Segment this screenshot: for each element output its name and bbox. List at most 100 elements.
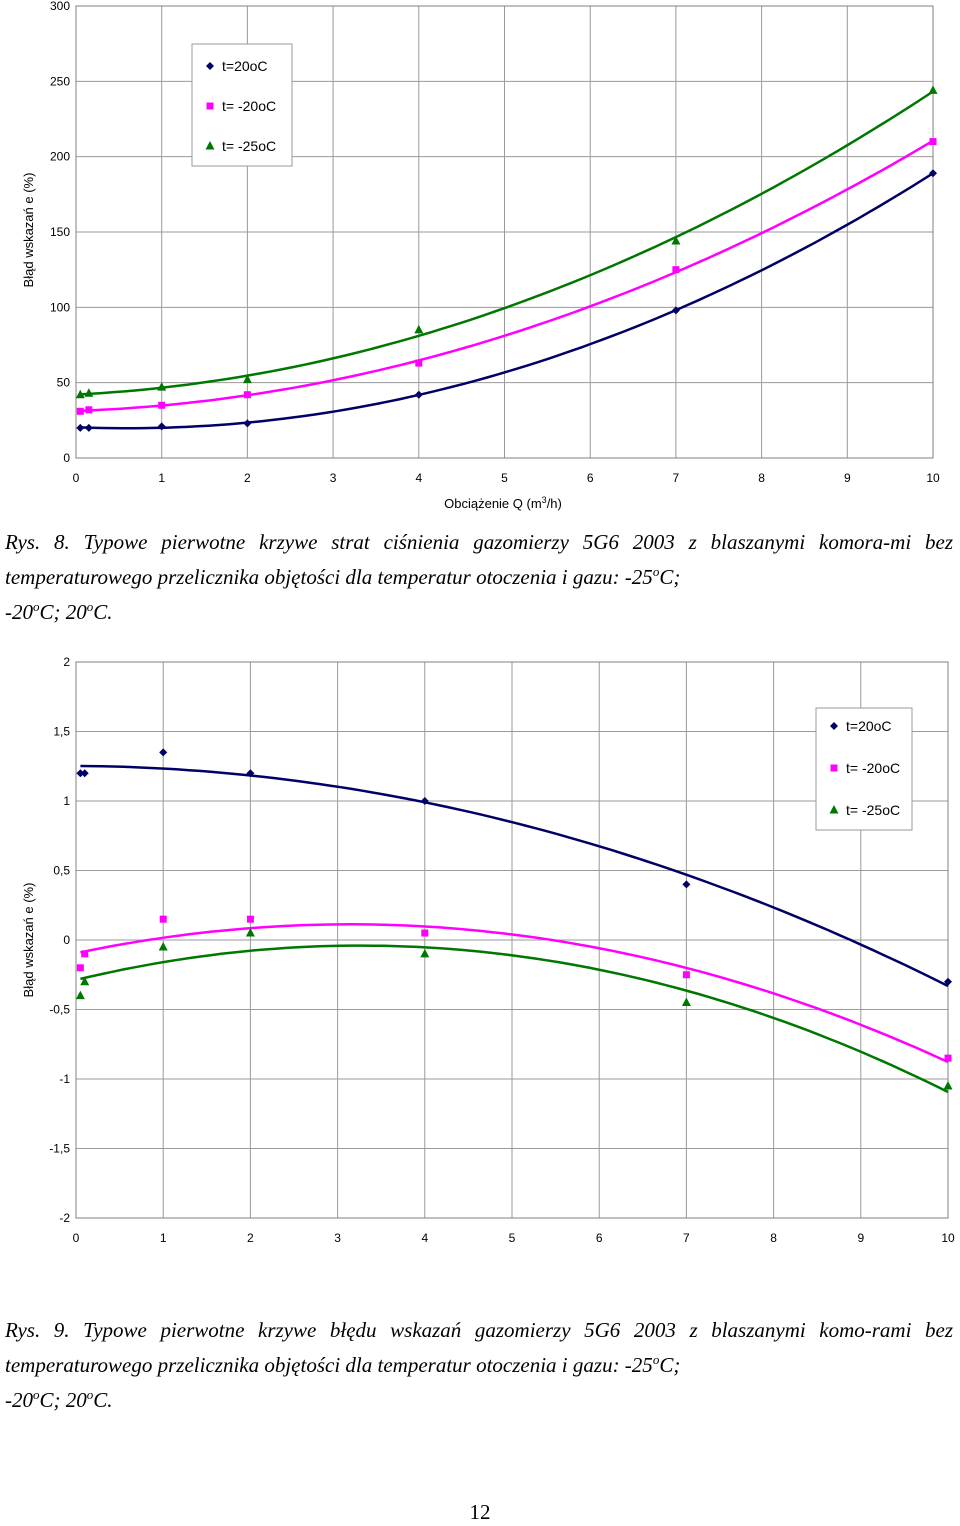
- chart1-legend: t=20oC t= -20oC t= -25oC: [191, 43, 293, 167]
- x-tick-label: 8: [758, 471, 765, 485]
- chart-measurement-error: 0 1 2 3 4 5 6 7 8 9 10 -2 -1,5 -1 -0,5 0 0,5 1 1,5 2 Błąd …: [21, 655, 955, 1245]
- degree-sup: o: [86, 599, 94, 614]
- data-point: [243, 391, 251, 399]
- data-point: [245, 928, 255, 937]
- data-point: [928, 85, 938, 94]
- caption-temp-a: -20: [5, 1388, 33, 1412]
- y-tick-label: 0,5: [53, 864, 70, 878]
- plot-area-border: [75, 5, 934, 459]
- y-tick-label: 200: [50, 150, 70, 164]
- chart2-trend-lines: [80, 764, 949, 1094]
- x-tick-label: 10: [926, 471, 940, 485]
- degree-sup: o: [652, 564, 660, 579]
- chart2-legend: t=20oC t= -20oC t= -25oC: [815, 707, 913, 831]
- y-tick-label: 100: [50, 300, 70, 314]
- data-point: [84, 423, 93, 432]
- figure-8-caption-text: Rys. 8. Typowe pierwotne krzywe strat ci…: [5, 530, 953, 589]
- chart2-y-tick-labels: -2 -1,5 -1 -0,5 0 0,5 1 1,5 2: [49, 655, 70, 1225]
- y-tick-label: 150: [50, 225, 70, 239]
- data-point: [682, 880, 691, 889]
- figure-8-caption: Rys. 8. Typowe pierwotne krzywe strat ci…: [5, 528, 953, 627]
- x-tick-label: 5: [501, 471, 508, 485]
- data-point: [944, 1054, 952, 1062]
- data-point: [159, 915, 167, 923]
- data-point: [80, 769, 89, 778]
- data-point: [75, 389, 85, 399]
- data-point: [414, 324, 424, 334]
- figure-9-caption: Rys. 9. Typowe pierwotne krzywe błędu ws…: [5, 1316, 953, 1415]
- y-tick-label: -0,5: [49, 1003, 70, 1017]
- caption-unit: C;: [659, 1353, 681, 1377]
- plot-area-border: [75, 661, 949, 1219]
- x-tick-label: 3: [334, 1231, 341, 1245]
- legend-label: t=20oC: [846, 718, 892, 734]
- legend-marker: [206, 62, 214, 70]
- chart-pressure-loss: 0 1 2 3 4 5 6 7 8 9 10 0 50 100 150 200 250 300 Błąd wsk…: [21, 0, 940, 511]
- chart1-trend-lines: [80, 90, 934, 430]
- legend-marker: [830, 764, 838, 772]
- y-tick-label: 1,5: [53, 725, 70, 739]
- caption-unit: C;: [659, 565, 681, 589]
- data-point: [76, 423, 85, 432]
- caption-end: C.: [93, 600, 113, 624]
- chart1-y-axis-label: Błąd wskazań e (%): [21, 173, 36, 288]
- x-tick-label: 6: [596, 1231, 603, 1245]
- caption-end: C.: [93, 1388, 113, 1412]
- data-point: [415, 359, 423, 367]
- caption-temp-a: -20: [5, 600, 33, 624]
- chart1-x-axis-label: Obciążenie Q (m3/h): [444, 495, 562, 511]
- data-point: [243, 419, 252, 428]
- data-point: [85, 406, 93, 414]
- legend-marker: [206, 102, 214, 110]
- data-point: [242, 374, 252, 384]
- page-number: 12: [469, 1500, 491, 1524]
- data-point: [76, 769, 85, 778]
- x-tick-label: 2: [247, 1231, 254, 1245]
- data-point: [929, 138, 937, 146]
- data-point: [76, 964, 84, 972]
- data-point: [682, 971, 690, 979]
- x-tick-label: 9: [844, 471, 851, 485]
- x-tick-label: 7: [683, 1231, 690, 1245]
- chart2-y-axis-label: Błąd wskazań e (%): [21, 883, 36, 998]
- x-tick-label: 10: [941, 1231, 955, 1245]
- caption-temp-b: C; 20: [39, 1388, 87, 1412]
- chart1-frame: [75, 5, 934, 459]
- data-point: [671, 236, 681, 245]
- x-tick-label: 0: [73, 471, 80, 485]
- trend-line: [80, 764, 949, 988]
- data-point: [81, 950, 89, 958]
- data-point: [157, 382, 167, 391]
- legend-marker: [829, 805, 839, 814]
- y-tick-label: -2: [59, 1211, 70, 1225]
- x-tick-label: 8: [770, 1231, 777, 1245]
- x-tick-label: 4: [421, 1231, 428, 1245]
- y-tick-label: 50: [57, 376, 71, 390]
- data-point: [671, 306, 680, 315]
- chart1-x-tick-labels: 0 1 2 3 4 5 6 7 8 9 10: [73, 471, 940, 485]
- data-point: [929, 169, 937, 178]
- caption-temp-b: C; 20: [39, 600, 87, 624]
- degree-sup: o: [33, 1387, 40, 1402]
- degree-sup: o: [33, 599, 40, 614]
- trend-line: [80, 923, 949, 1064]
- trend-line: [80, 90, 934, 396]
- legend-marker: [205, 141, 215, 150]
- data-point: [157, 422, 166, 431]
- data-point: [84, 388, 94, 397]
- x-tick-label: 7: [673, 471, 680, 485]
- degree-sup: o: [86, 1387, 94, 1402]
- figure-9-caption-text: Rys. 9. Typowe pierwotne krzywe błędu ws…: [5, 1318, 953, 1377]
- data-point: [421, 929, 429, 937]
- data-point: [943, 1080, 953, 1090]
- x-tick-label: 4: [415, 471, 422, 485]
- x-tick-label: 5: [509, 1231, 516, 1245]
- data-point: [681, 997, 691, 1007]
- x-tick-label: 3: [330, 471, 337, 485]
- legend-label: t=20oC: [222, 58, 268, 74]
- chart1-y-tick-labels: 0 50 100 150 200 250 300: [50, 0, 70, 465]
- data-point: [944, 977, 952, 986]
- chart2-data-points: [75, 748, 953, 1090]
- x-tick-label: 0: [73, 1231, 80, 1245]
- chart2-x-tick-labels: 0 1 2 3 4 5 6 7 8 9 10: [73, 1231, 955, 1245]
